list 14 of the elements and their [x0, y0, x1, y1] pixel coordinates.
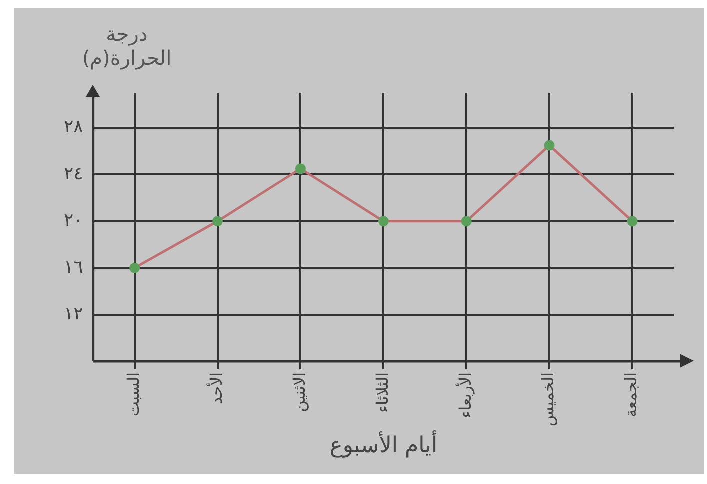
y-axis-title: درجة الحرارة(م): [82, 22, 172, 70]
y-tick-label: ١٦: [64, 256, 84, 278]
x-tick-label: الثلاثاء: [372, 372, 392, 414]
x-tick-label: الخميس: [538, 372, 558, 427]
x-tick-label: السبت: [124, 372, 143, 417]
y-tick-label: ١٢: [64, 303, 84, 324]
y-tick-label: ٢٠: [64, 210, 84, 232]
x-axis-title: أيام الأسبوع: [330, 430, 438, 459]
y-tick-label: ٢٨: [64, 116, 84, 138]
x-tick-label: الأربعاء: [454, 372, 475, 418]
y-tick-label: ٢٤: [64, 163, 84, 184]
x-tick-label: الاثنين: [290, 372, 309, 412]
x-tick-label: الأحد: [206, 372, 226, 404]
x-tick-label: الجمعة: [622, 372, 641, 418]
